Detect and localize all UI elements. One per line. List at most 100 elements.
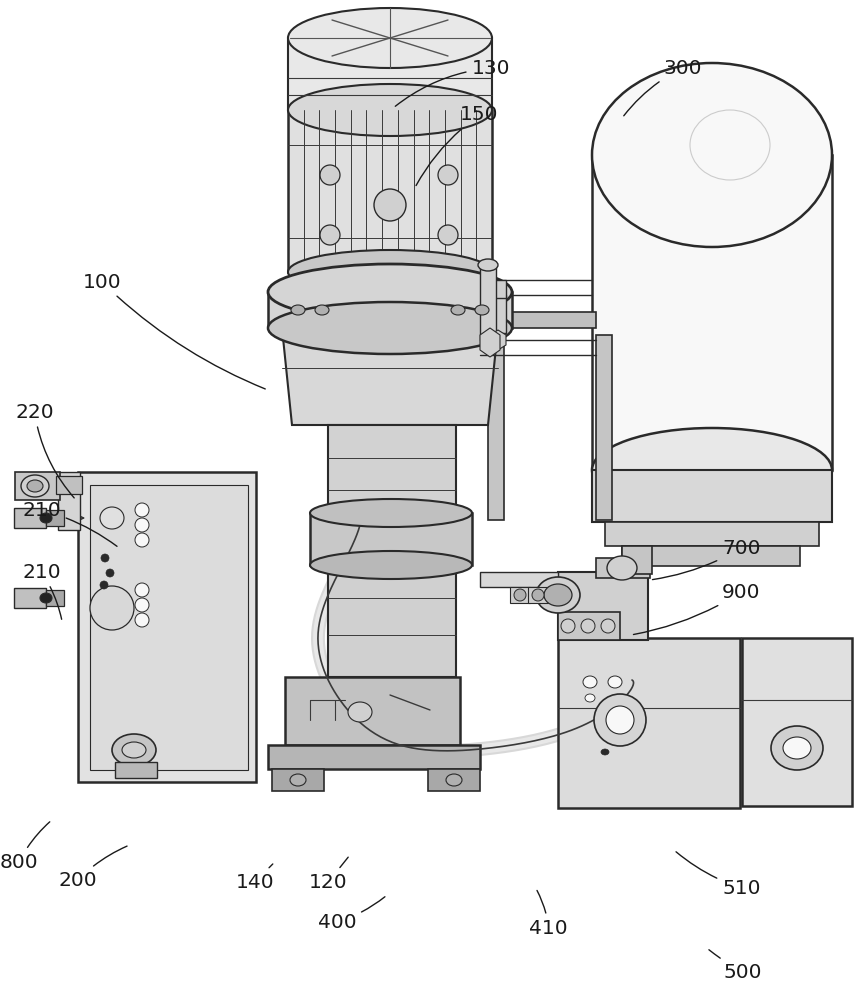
Ellipse shape xyxy=(135,598,149,612)
Ellipse shape xyxy=(290,774,306,786)
Bar xyxy=(622,546,652,574)
Bar xyxy=(558,612,620,640)
Ellipse shape xyxy=(100,507,124,529)
Ellipse shape xyxy=(315,305,329,315)
Text: 210: 210 xyxy=(22,500,117,546)
Bar xyxy=(328,565,456,677)
Bar xyxy=(90,485,248,770)
Ellipse shape xyxy=(771,726,823,770)
Bar xyxy=(285,677,460,745)
Ellipse shape xyxy=(320,225,340,245)
Ellipse shape xyxy=(601,619,615,633)
Ellipse shape xyxy=(40,593,52,603)
Bar xyxy=(592,155,832,470)
Ellipse shape xyxy=(561,619,575,633)
Ellipse shape xyxy=(544,584,572,606)
Ellipse shape xyxy=(583,676,597,688)
Bar xyxy=(328,425,456,513)
Bar xyxy=(268,745,480,769)
Ellipse shape xyxy=(135,518,149,532)
Bar xyxy=(46,510,64,526)
Ellipse shape xyxy=(348,702,372,722)
Polygon shape xyxy=(282,328,498,425)
Ellipse shape xyxy=(606,706,634,734)
Text: 210: 210 xyxy=(22,562,61,619)
Bar xyxy=(268,292,512,328)
Bar xyxy=(14,508,46,528)
Text: 220: 220 xyxy=(16,402,74,498)
Polygon shape xyxy=(490,330,506,350)
Bar xyxy=(742,638,852,806)
Polygon shape xyxy=(528,587,548,603)
Ellipse shape xyxy=(40,513,52,523)
Ellipse shape xyxy=(100,581,108,589)
Bar xyxy=(480,572,558,587)
Text: 150: 150 xyxy=(416,105,499,186)
Ellipse shape xyxy=(268,302,512,354)
Ellipse shape xyxy=(135,533,149,547)
Bar xyxy=(488,295,504,520)
Ellipse shape xyxy=(446,774,462,786)
Ellipse shape xyxy=(320,165,340,185)
Ellipse shape xyxy=(451,305,465,315)
Ellipse shape xyxy=(592,428,832,512)
Bar xyxy=(78,472,256,782)
Text: 410: 410 xyxy=(530,890,568,938)
Ellipse shape xyxy=(291,305,305,315)
Ellipse shape xyxy=(288,84,492,136)
Ellipse shape xyxy=(514,589,526,601)
Ellipse shape xyxy=(478,259,498,271)
Polygon shape xyxy=(480,328,500,357)
Bar xyxy=(310,513,472,565)
Ellipse shape xyxy=(268,264,512,320)
Bar xyxy=(622,546,800,566)
Bar xyxy=(56,476,82,494)
Bar xyxy=(596,558,650,578)
Bar xyxy=(288,110,492,272)
Text: 800: 800 xyxy=(0,822,50,871)
Ellipse shape xyxy=(438,165,458,185)
Ellipse shape xyxy=(135,583,149,597)
Bar xyxy=(592,470,832,522)
Ellipse shape xyxy=(592,63,832,247)
Ellipse shape xyxy=(783,737,811,759)
Bar xyxy=(480,265,496,340)
Ellipse shape xyxy=(608,676,622,688)
Ellipse shape xyxy=(374,189,406,221)
Text: 200: 200 xyxy=(59,846,127,890)
Ellipse shape xyxy=(90,586,134,630)
Bar xyxy=(272,769,324,791)
Text: 400: 400 xyxy=(318,897,385,932)
Ellipse shape xyxy=(106,569,114,577)
Bar xyxy=(58,472,80,530)
Ellipse shape xyxy=(585,694,595,702)
Ellipse shape xyxy=(601,749,609,755)
Bar xyxy=(15,472,60,500)
Ellipse shape xyxy=(438,225,458,245)
Ellipse shape xyxy=(536,577,580,613)
Ellipse shape xyxy=(112,734,156,766)
Text: 510: 510 xyxy=(676,852,760,898)
Ellipse shape xyxy=(310,499,472,527)
Text: 120: 120 xyxy=(309,857,348,892)
Ellipse shape xyxy=(21,475,49,497)
Ellipse shape xyxy=(135,503,149,517)
Ellipse shape xyxy=(27,480,43,492)
Text: 300: 300 xyxy=(624,58,702,116)
Bar xyxy=(605,522,819,546)
Ellipse shape xyxy=(532,589,544,601)
Ellipse shape xyxy=(288,250,492,294)
Bar xyxy=(428,769,480,791)
Bar xyxy=(488,295,506,333)
Bar xyxy=(596,335,612,520)
Ellipse shape xyxy=(310,551,472,579)
Ellipse shape xyxy=(607,556,637,580)
Text: 100: 100 xyxy=(83,272,265,389)
Ellipse shape xyxy=(475,305,489,315)
Bar xyxy=(488,312,596,328)
Polygon shape xyxy=(510,587,530,603)
Bar xyxy=(115,762,157,778)
Text: 900: 900 xyxy=(633,582,760,635)
Ellipse shape xyxy=(288,8,492,68)
Bar xyxy=(492,280,506,298)
